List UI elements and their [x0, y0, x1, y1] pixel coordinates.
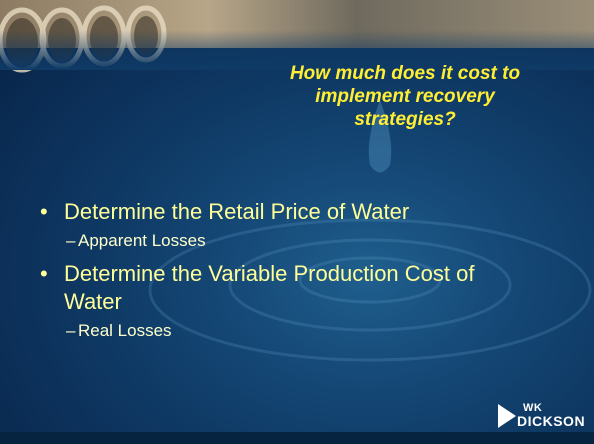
logo-top: WK	[523, 402, 543, 414]
sub-bullet: Real Losses	[38, 320, 538, 342]
title-line: implement recovery	[315, 86, 495, 107]
bullet-list: Determine the Retail Price of Water Appar…	[38, 190, 538, 342]
sub-bullet-text: Real Losses	[78, 321, 172, 340]
bullet: Determine the Retail Price of Water	[38, 198, 534, 226]
sub-bullet-text: Apparent Losses	[78, 231, 206, 250]
title-line: strategies?	[354, 109, 456, 130]
slide-title: How much does it cost to implement recove…	[225, 62, 585, 131]
logo: WK DICKSON	[497, 402, 587, 430]
bullet: Determine the Variable Production Cost o…	[38, 260, 534, 316]
logo-bottom: DICKSON	[517, 413, 586, 429]
sub-bullet: Apparent Losses	[38, 230, 538, 252]
title-line: How much does it cost to	[289, 63, 521, 84]
